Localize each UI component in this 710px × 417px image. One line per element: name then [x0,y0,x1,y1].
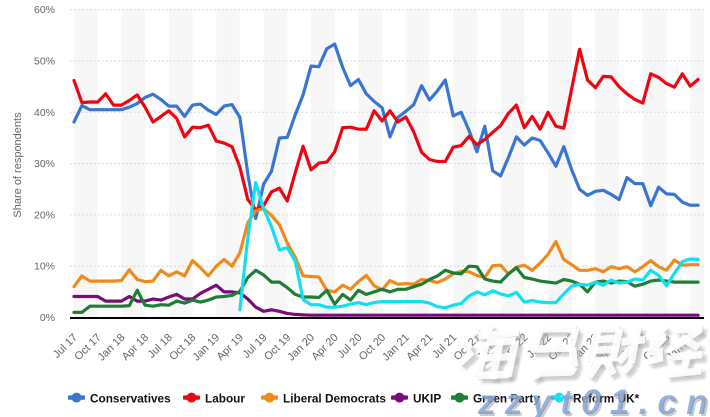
svg-text:Reform UK*: Reform UK* [573,392,640,406]
svg-text:Share of respondents: Share of respondents [12,112,24,218]
svg-text:50%: 50% [34,56,55,68]
svg-text:20%: 20% [34,209,55,221]
svg-text:Conservatives: Conservatives [90,392,171,406]
svg-text:30%: 30% [34,158,55,170]
svg-text:Labour: Labour [205,392,245,406]
svg-text:zzyt01.cn: zzyt01.cn [476,381,710,417]
svg-text:Green Party: Green Party [473,392,540,406]
svg-text:0%: 0% [40,312,55,324]
svg-text:zzyt01.cn: zzyt01.cn [477,382,710,417]
svg-text:10%: 10% [34,261,55,273]
svg-text:40%: 40% [34,107,55,119]
svg-text:zzyt01.cn: zzyt01.cn [479,384,710,417]
svg-text:UKIP: UKIP [413,392,441,406]
svg-text:60%: 60% [34,4,55,16]
svg-text:Liberal Democrats: Liberal Democrats [283,392,386,406]
